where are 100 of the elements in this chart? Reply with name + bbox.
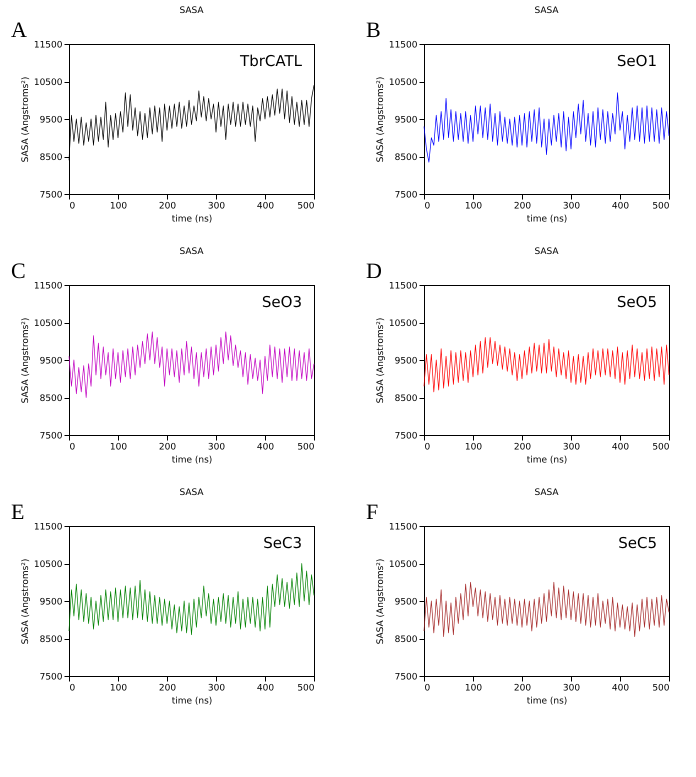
chart-title: SASA [534,247,560,257]
x-tick-label: 500 [297,202,315,212]
y-axis-title: SASA (Angstroms²) [20,558,31,644]
y-tick-label: 11500 [34,282,63,292]
line-series [424,337,670,392]
x-tick-label: 400 [256,202,274,212]
x-tick-label: 400 [612,202,630,212]
x-tick-label: 100 [464,202,482,212]
text: D [366,258,382,283]
annotation: SeO5 [616,293,657,311]
annotation: SeO1 [616,52,657,70]
text: A [11,17,27,42]
x-tick-label: 200 [514,442,532,452]
x-axis-title: time (ns) [526,696,568,706]
x-tick-label: 200 [514,684,532,694]
x-tick-label: 200 [158,442,176,452]
x-tick-label: 0 [70,202,76,212]
line-series [68,563,314,636]
y-tick-label: 8500 [40,635,63,645]
y-tick-label: 7500 [394,672,418,682]
y-tick-label: 11500 [388,522,418,532]
y-tick-label: 11500 [34,522,63,532]
x-tick-label: 300 [562,202,580,212]
x-tick-label: 400 [256,442,274,452]
x-tick-label: 400 [256,684,274,694]
x-tick-label: 0 [70,442,76,452]
x-tick-label: 500 [652,202,670,212]
x-axis-title: time (ns) [172,696,212,706]
x-tick-label: 300 [208,684,226,694]
x-tick-label: 100 [464,684,482,694]
x-tick-label: 500 [652,442,670,452]
y-axis-title: SASA (Angstroms²) [376,558,386,644]
y-tick-label: 8500 [40,394,63,404]
y-tick-label: 11500 [34,40,63,50]
y-tick-label: 8500 [394,153,418,163]
y-tick-label: 10500 [34,319,63,329]
y-tick-label: 7500 [40,672,63,682]
annotation: SeO3 [262,293,302,311]
y-tick-label: 9500 [40,598,63,608]
x-tick-label: 100 [464,442,482,452]
x-axis-title: time (ns) [172,456,212,466]
chart-title: SASA [179,488,204,498]
x-tick-label: 200 [158,202,176,212]
y-tick-label: 10500 [388,319,418,329]
chart-title: SASA [179,247,204,257]
text: B [366,17,381,42]
x-tick-label: 100 [110,684,128,694]
y-tick-label: 10500 [388,78,418,88]
y-tick-label: 9500 [394,356,418,366]
x-tick-label: 200 [514,202,532,212]
line-series [68,332,314,398]
text: F [366,499,378,524]
x-tick-label: 100 [110,442,128,452]
y-tick-label: 7500 [394,190,418,200]
y-tick-label: 9500 [394,598,418,608]
x-tick-label: 300 [208,202,226,212]
y-tick-label: 10500 [34,560,63,570]
x-tick-label: 500 [297,442,315,452]
x-axis-title: time (ns) [526,456,568,466]
y-tick-label: 10500 [34,78,63,88]
x-axis-title: time (ns) [526,214,568,224]
line-series [424,92,670,162]
y-axis-title: SASA (Angstroms²) [376,76,386,162]
y-tick-label: 11500 [388,40,418,50]
y-tick-label: 8500 [394,635,418,645]
x-tick-label: 300 [208,442,226,452]
text: C [11,258,26,283]
y-tick-label: 9500 [394,116,418,126]
chart-title: SASA [179,6,204,16]
x-tick-label: 0 [424,442,430,452]
y-tick-label: 7500 [394,432,418,442]
x-tick-label: 300 [562,684,580,694]
text: E [11,499,24,524]
chart-title: SASA [534,488,560,498]
x-axis-title: time (ns) [172,214,212,224]
y-axis-title: SASA (Angstroms²) [376,318,386,404]
x-tick-label: 0 [424,202,430,212]
y-tick-label: 7500 [40,190,63,200]
x-tick-label: 0 [424,684,430,694]
x-tick-label: 0 [70,684,76,694]
x-tick-label: 100 [110,202,128,212]
y-tick-label: 7500 [40,432,63,442]
y-tick-label: 8500 [40,153,63,163]
x-tick-label: 300 [562,442,580,452]
x-tick-label: 400 [612,684,630,694]
y-axis-title: SASA (Angstroms²) [20,318,31,404]
chart-title: SASA [534,6,560,16]
y-tick-label: 9500 [40,116,63,126]
x-tick-label: 400 [612,442,630,452]
line-series [424,582,670,637]
y-tick-label: 9500 [40,356,63,366]
y-tick-label: 10500 [388,560,418,570]
y-tick-label: 11500 [388,282,418,292]
x-tick-label: 200 [158,684,176,694]
y-tick-label: 8500 [394,394,418,404]
x-tick-label: 500 [297,684,315,694]
x-tick-label: 500 [652,684,670,694]
annotation: SeC5 [618,534,657,552]
annotation: SeC3 [263,534,302,552]
annotation: TbrCATL [239,52,303,70]
